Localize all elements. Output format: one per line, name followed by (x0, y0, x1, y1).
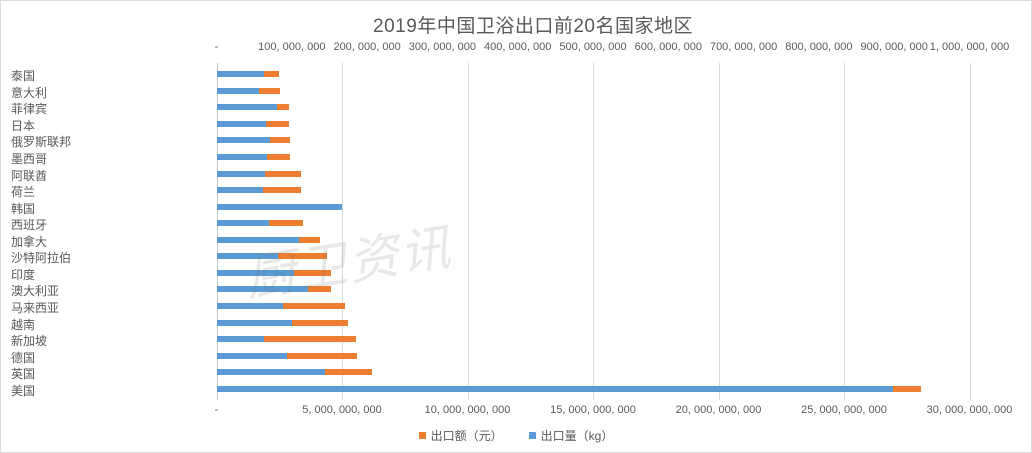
value-axis-line (216, 63, 218, 400)
legend-swatch-icon (528, 432, 536, 439)
legend-label: 出口额（元） (430, 429, 503, 443)
legend-item: 出口量（kg） (528, 427, 614, 444)
bar-export-volume (216, 104, 278, 111)
category-label: 墨西哥 (11, 152, 48, 167)
top-axis-tick-label: 500, 000, 000 (559, 41, 627, 53)
bar-export-volume (216, 187, 264, 194)
top-axis-tick-label: 300, 000, 000 (408, 41, 477, 53)
bar-export-volume (216, 236, 299, 243)
top-axis-tick-label: 900, 000, 000 (860, 41, 928, 53)
category-label: 意大利 (11, 85, 48, 100)
bar-export-volume (216, 71, 264, 78)
bar-export-volume (216, 120, 267, 127)
top-axis-tick-label: 700, 000, 000 (709, 41, 778, 53)
bottom-axis-tick-label: 25, 000, 000, 000 (801, 404, 887, 416)
bar-export-volume (216, 253, 279, 260)
bar-export-volume (216, 170, 266, 177)
category-label: 泰国 (11, 69, 36, 84)
chart-title: 2019年中国卫浴出口前20名国家地区 (373, 16, 693, 37)
bar-export-volume (216, 302, 283, 309)
category-label: 新加坡 (11, 334, 48, 349)
category-label: 日本 (11, 118, 36, 133)
category-label: 荷兰 (11, 185, 36, 200)
category-label: 马来西亚 (11, 300, 60, 315)
category-label: 俄罗斯联邦 (11, 135, 72, 150)
category-label: 美国 (11, 383, 36, 398)
top-axis-tick-label: 600, 000, 000 (634, 41, 702, 53)
top-axis-tick-label: - (214, 41, 219, 53)
legend-label: 出口量（kg） (540, 429, 614, 443)
bottom-axis-tick-label: - (214, 404, 219, 416)
category-label: 沙特阿拉伯 (11, 251, 72, 266)
bottom-axis-tick-label: 20, 000, 000, 000 (675, 404, 762, 416)
bar-export-volume (216, 336, 264, 343)
top-axis-tick-label: 100, 000, 000 (258, 41, 326, 53)
bar-export-value (216, 336, 357, 343)
legend-swatch-icon (418, 432, 426, 439)
bottom-axis-tick-label: 5, 000, 000, 000 (302, 404, 382, 416)
category-label: 韩国 (11, 201, 36, 216)
bar-export-volume (216, 137, 270, 144)
gridline (844, 63, 845, 400)
bottom-axis-tick-label: 10, 000, 000, 000 (424, 404, 511, 416)
bar-export-volume (216, 203, 343, 210)
bottom-axis-tick-label: 15, 000, 000, 000 (550, 404, 636, 416)
bar-export-volume (216, 286, 308, 293)
category-label: 英国 (11, 367, 36, 382)
gridline (593, 63, 594, 400)
category-label: 阿联酋 (11, 168, 48, 183)
category-label: 澳大利亚 (11, 284, 60, 299)
gridline (467, 63, 469, 400)
bar-export-volume (216, 319, 292, 326)
legend: 出口额（元） 出口量（kg） (1, 427, 1031, 444)
category-label: 德国 (11, 350, 36, 365)
gridline (969, 63, 971, 400)
top-axis-tick-label: 200, 000, 000 (333, 41, 401, 53)
category-label: 越南 (11, 317, 36, 332)
gridline (342, 63, 343, 400)
bar-export-volume (216, 154, 267, 161)
bar-export-volume (216, 87, 260, 94)
top-axis-tick-label: 800, 000, 000 (785, 41, 853, 53)
top-axis-tick-label: 400, 000, 000 (484, 41, 552, 53)
category-label: 印度 (11, 267, 36, 282)
bottom-axis-tick-label: 30, 000, 000, 000 (926, 404, 1013, 416)
gridline (718, 63, 720, 400)
category-label: 加拿大 (11, 234, 48, 249)
bar-export-volume (216, 352, 288, 359)
category-label: 菲律宾 (11, 102, 48, 117)
bar-export-volume (216, 385, 893, 392)
top-axis-tick-label: 1, 000, 000, 000 (929, 41, 1010, 53)
category-label: 西班牙 (11, 218, 48, 233)
bar-export-volume (216, 269, 295, 276)
bar-export-volume (216, 369, 325, 376)
legend-item: 出口额（元） (418, 427, 503, 444)
bar-export-volume (216, 220, 270, 227)
